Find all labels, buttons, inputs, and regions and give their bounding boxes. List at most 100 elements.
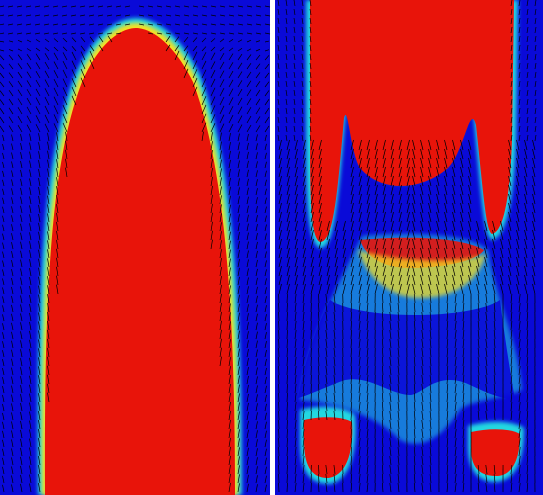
velocity-vector xyxy=(510,107,513,115)
velocity-vector xyxy=(228,294,231,304)
velocity-vector xyxy=(524,193,528,205)
velocity-vector xyxy=(452,229,456,241)
velocity-vector xyxy=(500,283,504,295)
velocity-vector xyxy=(237,456,240,466)
velocity-vector xyxy=(255,394,258,403)
velocity-vector xyxy=(8,54,14,61)
velocity-vector xyxy=(452,139,456,151)
velocity-vector xyxy=(534,116,537,124)
velocity-vector xyxy=(278,283,282,295)
velocity-vector xyxy=(44,114,50,124)
velocity-vector xyxy=(358,401,361,412)
velocity-vector xyxy=(342,274,346,286)
velocity-vector xyxy=(2,475,5,484)
velocity-vector xyxy=(413,311,416,322)
velocity-vector xyxy=(526,80,529,88)
velocity-vector xyxy=(420,283,424,295)
velocity-vector xyxy=(460,202,464,214)
velocity-vector xyxy=(429,464,432,475)
velocity-vector xyxy=(318,202,322,214)
velocity-vector xyxy=(29,339,32,349)
velocity-vector xyxy=(309,53,312,61)
velocity-vector xyxy=(412,265,416,277)
velocity-vector xyxy=(382,175,386,187)
velocity-vector xyxy=(534,8,537,16)
velocity-vector xyxy=(294,374,297,385)
velocity-vector xyxy=(462,401,465,412)
velocity-vector xyxy=(0,23,5,26)
velocity-vector xyxy=(255,376,258,385)
velocity-vector xyxy=(278,202,282,214)
velocity-vector xyxy=(381,347,384,358)
velocity-vector xyxy=(366,202,370,214)
velocity-vector xyxy=(106,14,113,17)
velocity-vector xyxy=(286,139,290,151)
velocity-vector xyxy=(183,23,190,26)
velocity-vector xyxy=(421,329,424,340)
velocity-vector xyxy=(237,32,244,35)
velocity-vector xyxy=(526,44,529,52)
velocity-vector xyxy=(350,419,352,430)
velocity-vector xyxy=(44,47,50,52)
velocity-vector xyxy=(228,70,234,79)
velocity-vector xyxy=(228,410,231,421)
velocity-vector xyxy=(210,212,213,223)
velocity-vector xyxy=(420,256,424,268)
velocity-vector xyxy=(62,96,68,106)
velocity-vector xyxy=(526,26,529,34)
velocity-vector xyxy=(510,98,513,106)
velocity-vector xyxy=(534,53,537,61)
velocity-vector xyxy=(124,5,131,8)
velocity-vector xyxy=(2,412,5,421)
velocity-vector xyxy=(526,35,529,43)
velocity-vector xyxy=(20,295,23,304)
velocity-vector xyxy=(237,330,240,340)
velocity-vector xyxy=(264,63,270,70)
velocity-vector xyxy=(201,122,207,133)
velocity-vector xyxy=(2,430,5,439)
velocity-vector xyxy=(381,482,384,493)
velocity-vector xyxy=(7,32,14,35)
velocity-vector xyxy=(38,357,41,367)
velocity-vector xyxy=(382,148,386,160)
velocity-vector xyxy=(420,220,424,232)
velocity-vector xyxy=(210,150,213,160)
velocity-vector xyxy=(309,107,312,115)
velocity-vector xyxy=(397,446,400,457)
velocity-vector xyxy=(406,265,410,277)
velocity-vector xyxy=(381,473,384,484)
velocity-vector xyxy=(334,256,338,268)
velocity-vector xyxy=(237,366,240,376)
velocity-vector xyxy=(413,329,416,340)
velocity-vector xyxy=(462,410,465,421)
velocity-vector xyxy=(310,238,314,250)
velocity-vector xyxy=(219,14,226,17)
velocity-vector xyxy=(516,229,520,241)
velocity-vector xyxy=(309,8,312,16)
velocity-vector xyxy=(26,80,32,88)
velocity-vector xyxy=(462,455,465,466)
velocity-vector xyxy=(468,193,472,205)
velocity-vector xyxy=(20,349,23,358)
velocity-vector xyxy=(228,303,231,313)
velocity-vector xyxy=(34,32,41,35)
velocity-vector xyxy=(358,166,362,178)
velocity-vector xyxy=(44,61,50,70)
velocity-vector xyxy=(428,193,432,205)
velocity-vector xyxy=(11,439,14,448)
velocity-vector xyxy=(518,410,521,421)
velocity-vector xyxy=(219,275,222,286)
velocity-vector xyxy=(71,37,77,43)
velocity-vector xyxy=(255,367,258,376)
velocity-vector xyxy=(326,283,330,295)
velocity-vector xyxy=(510,392,513,403)
velocity-vector xyxy=(334,220,338,232)
velocity-vector xyxy=(89,59,95,70)
velocity-vector xyxy=(518,293,521,304)
velocity-vector xyxy=(294,175,298,187)
velocity-vector xyxy=(462,302,465,313)
velocity-vector xyxy=(421,293,424,304)
velocity-vector xyxy=(389,455,392,466)
velocity-vector xyxy=(2,332,5,340)
velocity-vector xyxy=(255,72,261,79)
